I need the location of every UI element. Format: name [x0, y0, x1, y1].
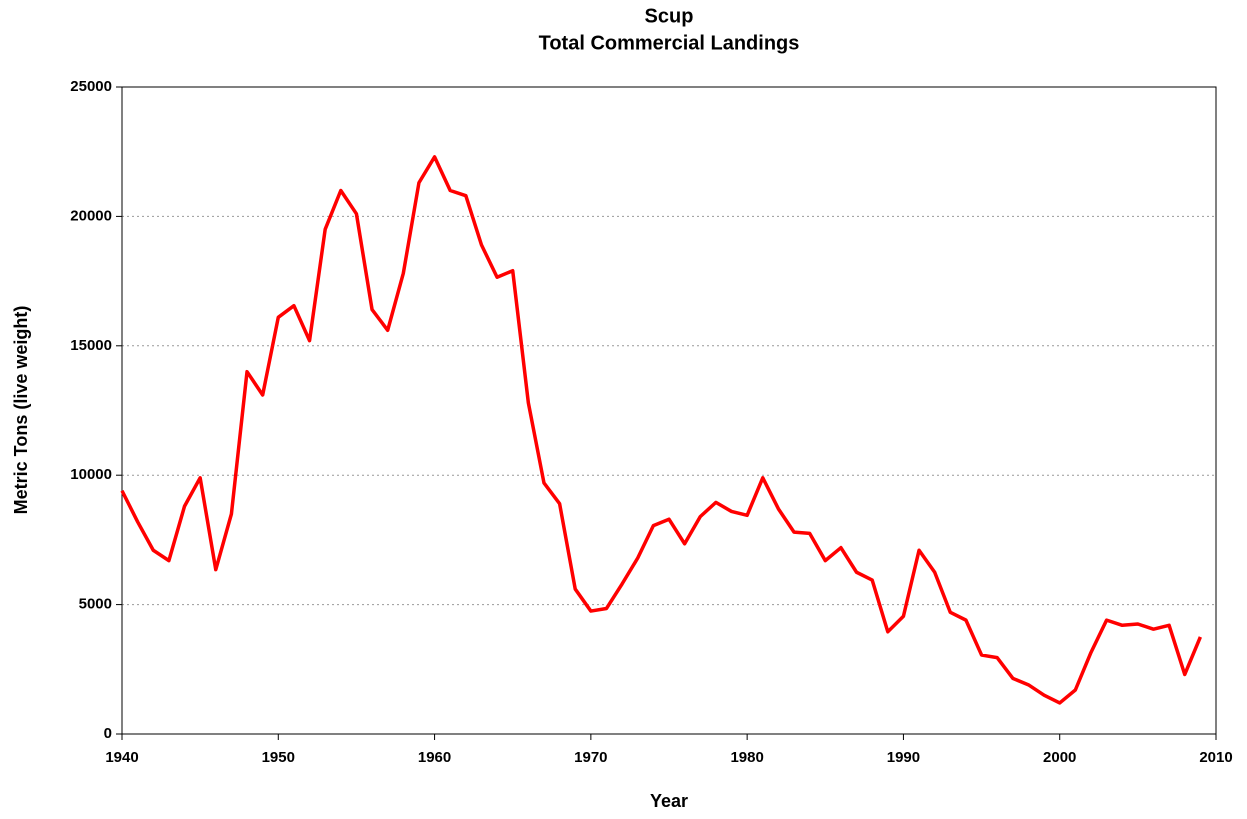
x-tick-label: 1960	[418, 749, 451, 766]
y-tick-label: 15000	[70, 337, 112, 354]
y-tick-label: 5000	[79, 596, 112, 613]
x-tick-label: 1990	[887, 749, 920, 766]
x-tick-label: 2000	[1043, 749, 1076, 766]
plot-frame	[121, 86, 1217, 735]
y-tick-label: 10000	[70, 466, 112, 483]
y-axis-label: Metric Tons (live weight)	[11, 306, 31, 515]
x-axis-label: Year	[650, 791, 688, 811]
x-tick-label: 1940	[105, 749, 138, 766]
chart-subtitle: Total Commercial Landings	[539, 32, 800, 54]
x-tick-label: 2010	[1199, 749, 1232, 766]
chart-title: Scup	[645, 5, 694, 27]
x-tick-label: 1950	[262, 749, 295, 766]
x-tick-label: 1980	[730, 749, 763, 766]
y-tick-label: 20000	[70, 207, 112, 224]
data-line	[120, 155, 1202, 705]
y-tick-label: 25000	[70, 78, 112, 95]
y-tick-label: 0	[104, 725, 112, 742]
x-tick-label: 1970	[574, 749, 607, 766]
